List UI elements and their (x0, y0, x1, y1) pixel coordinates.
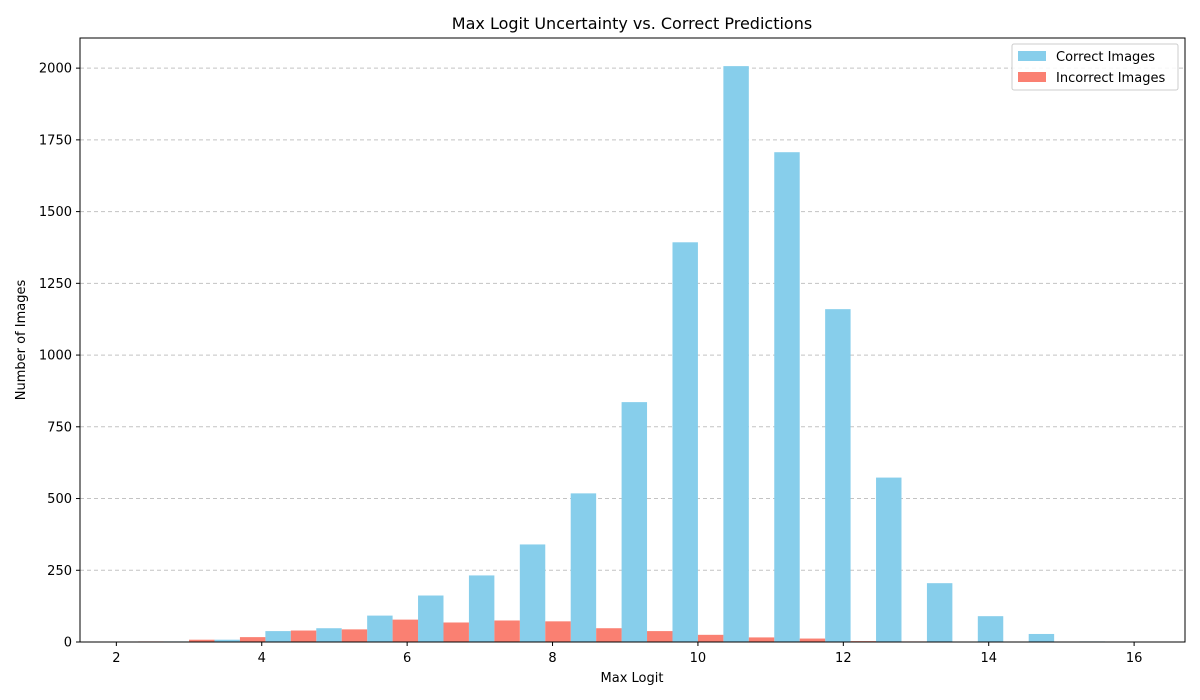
y-tick-label-500: 500 (47, 492, 72, 507)
bar-correct-15 (876, 477, 902, 642)
bar-correct-6 (418, 595, 444, 642)
y-axis-label: Number of Images (14, 280, 29, 401)
bar-incorrect-6 (443, 622, 469, 642)
x-tick-label-6: 6 (403, 651, 411, 666)
bar-incorrect-7 (494, 620, 520, 642)
bar-correct-16 (926, 583, 953, 642)
bar-correct-2 (214, 639, 240, 642)
legend-swatch-correct (1018, 51, 1046, 61)
bar-incorrect-5 (392, 619, 419, 642)
y-tick-label-2000: 2000 (39, 62, 72, 77)
bar-incorrect-9 (596, 628, 622, 642)
bar-correct-13 (774, 152, 800, 642)
bar-incorrect-11 (697, 634, 724, 642)
x-tick-label-10: 10 (690, 651, 707, 666)
x-axis-label: Max Logit (601, 671, 664, 686)
bar-correct-14 (825, 309, 851, 642)
bar-correct-4 (316, 628, 342, 642)
bar-incorrect-3 (290, 630, 317, 642)
y-tick-label-250: 250 (47, 564, 72, 579)
legend-label-correct: Correct Images (1056, 50, 1155, 65)
y-tick-label-1500: 1500 (39, 205, 72, 220)
bar-correct-18 (1028, 633, 1055, 642)
bar-correct-17 (977, 616, 1004, 642)
legend-swatch-incorrect (1018, 72, 1046, 82)
chart-title: Max Logit Uncertainty vs. Correct Predic… (452, 14, 812, 33)
bar-incorrect-10 (647, 631, 673, 642)
legend-label-incorrect: Incorrect Images (1056, 71, 1165, 86)
x-tick-label-14: 14 (980, 651, 997, 666)
bar-correct-9 (570, 493, 597, 642)
legend-box (1011, 43, 1179, 91)
bar-incorrect-12 (748, 637, 775, 642)
grid (80, 67, 1185, 571)
bar-incorrect-13 (799, 638, 826, 642)
bar-incorrect-8 (545, 621, 571, 642)
bar-incorrect-1 (189, 639, 215, 642)
y-tick-label-1000: 1000 (39, 349, 72, 364)
legend: Correct Images Incorrect Images (1011, 43, 1179, 91)
bar-incorrect-4 (341, 629, 368, 642)
y-tick-label-1750: 1750 (39, 133, 72, 148)
x-tick-label-16: 16 (1126, 651, 1143, 666)
x-axis-ticks: 2 4 6 8 10 12 14 16 (112, 642, 1142, 666)
bar-correct-7 (468, 575, 495, 642)
y-tick-label-0: 0 (64, 636, 72, 651)
x-tick-label-4: 4 (258, 651, 266, 666)
plot-frame (79, 37, 1186, 643)
y-axis-ticks: 0 250 500 750 1000 1250 1500 1750 2000 (39, 62, 80, 651)
bar-incorrect-2 (239, 637, 266, 642)
bar-correct-3 (265, 631, 291, 642)
x-tick-label-12: 12 (835, 651, 852, 666)
x-tick-label-8: 8 (548, 651, 556, 666)
bars (112, 66, 1106, 643)
bar-correct-12 (723, 66, 749, 643)
x-tick-label-2: 2 (112, 651, 120, 666)
bar-correct-5 (367, 615, 393, 642)
bar-correct-10 (621, 402, 648, 642)
y-tick-label-1250: 1250 (39, 277, 72, 292)
y-tick-label-750: 750 (47, 420, 72, 435)
bar-correct-8 (519, 544, 546, 642)
bar-correct-11 (672, 242, 698, 642)
